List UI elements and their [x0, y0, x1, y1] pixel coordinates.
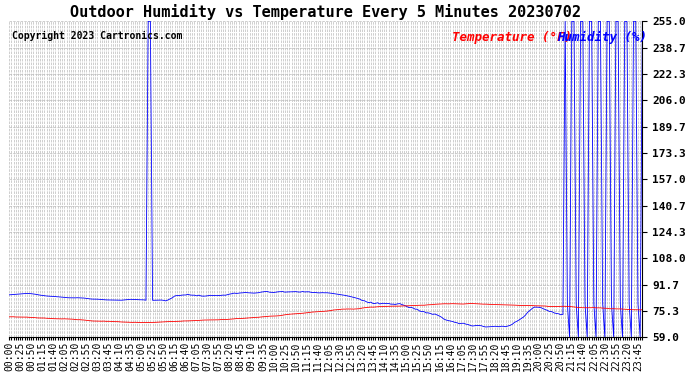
Text: Copyright 2023 Cartronics.com: Copyright 2023 Cartronics.com [12, 31, 183, 41]
Text: Temperature (°F): Temperature (°F) [453, 31, 573, 44]
Text: Humidity (%): Humidity (%) [557, 31, 647, 44]
Title: Outdoor Humidity vs Temperature Every 5 Minutes 20230702: Outdoor Humidity vs Temperature Every 5 … [70, 4, 581, 20]
